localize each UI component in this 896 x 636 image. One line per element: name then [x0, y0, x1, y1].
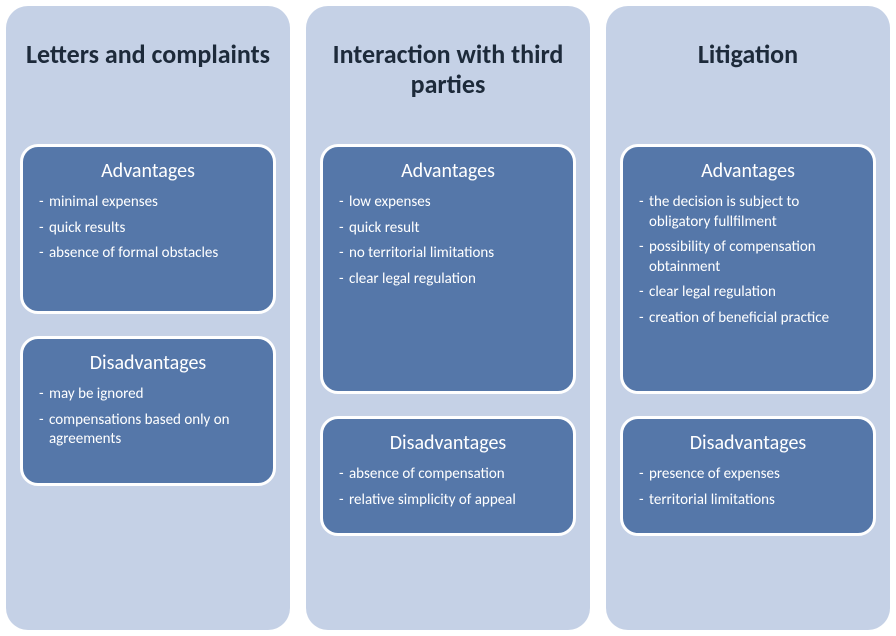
- advantages-list: low expenses quick result no territorial…: [339, 193, 557, 289]
- comparison-container: Letters and complaints Advantages minima…: [6, 6, 890, 630]
- card-heading: Disadvantages: [639, 431, 857, 455]
- card-heading: Advantages: [639, 159, 857, 183]
- list-item: presence of expenses: [639, 465, 857, 485]
- disadvantages-card: Disadvantages presence of expenses terri…: [620, 416, 876, 536]
- list-item: the decision is subject to obligatory fu…: [639, 193, 857, 232]
- disadvantages-list: absence of compensation relative simplic…: [339, 465, 557, 510]
- list-item: clear legal regulation: [639, 283, 857, 303]
- list-item: compensations based only on agreements: [39, 411, 257, 450]
- list-item: minimal expenses: [39, 193, 257, 213]
- panel-title: Interaction with third parties: [320, 24, 576, 144]
- disadvantages-card: Disadvantages may be ignored compensatio…: [20, 336, 276, 486]
- panel-third-parties: Interaction with third parties Advantage…: [306, 6, 590, 630]
- disadvantages-card: Disadvantages absence of compensation re…: [320, 416, 576, 536]
- cards-group: Advantages low expenses quick result no …: [320, 144, 576, 616]
- panel-litigation: Litigation Advantages the decision is su…: [606, 6, 890, 630]
- list-item: clear legal regulation: [339, 270, 557, 290]
- list-item: absence of formal obstacles: [39, 244, 257, 264]
- list-item: may be ignored: [39, 385, 257, 405]
- panel-title: Letters and complaints: [20, 24, 276, 144]
- list-item: relative simplicity of appeal: [339, 491, 557, 511]
- card-heading: Advantages: [339, 159, 557, 183]
- advantages-list: the decision is subject to obligatory fu…: [639, 193, 857, 328]
- panel-letters-complaints: Letters and complaints Advantages minima…: [6, 6, 290, 630]
- card-heading: Disadvantages: [339, 431, 557, 455]
- advantages-card: Advantages minimal expenses quick result…: [20, 144, 276, 314]
- list-item: no territorial limitations: [339, 244, 557, 264]
- panel-title: Litigation: [620, 24, 876, 144]
- disadvantages-list: may be ignored compensations based only …: [39, 385, 257, 450]
- list-item: absence of compensation: [339, 465, 557, 485]
- list-item: quick result: [339, 219, 557, 239]
- cards-group: Advantages minimal expenses quick result…: [20, 144, 276, 616]
- disadvantages-list: presence of expenses territorial limitat…: [639, 465, 857, 510]
- advantages-card: Advantages low expenses quick result no …: [320, 144, 576, 394]
- cards-group: Advantages the decision is subject to ob…: [620, 144, 876, 616]
- advantages-list: minimal expenses quick results absence o…: [39, 193, 257, 264]
- list-item: possibility of compensation obtainment: [639, 238, 857, 277]
- card-heading: Disadvantages: [39, 351, 257, 375]
- list-item: quick results: [39, 219, 257, 239]
- card-heading: Advantages: [39, 159, 257, 183]
- list-item: territorial limitations: [639, 491, 857, 511]
- advantages-card: Advantages the decision is subject to ob…: [620, 144, 876, 394]
- list-item: creation of beneficial practice: [639, 309, 857, 329]
- list-item: low expenses: [339, 193, 557, 213]
